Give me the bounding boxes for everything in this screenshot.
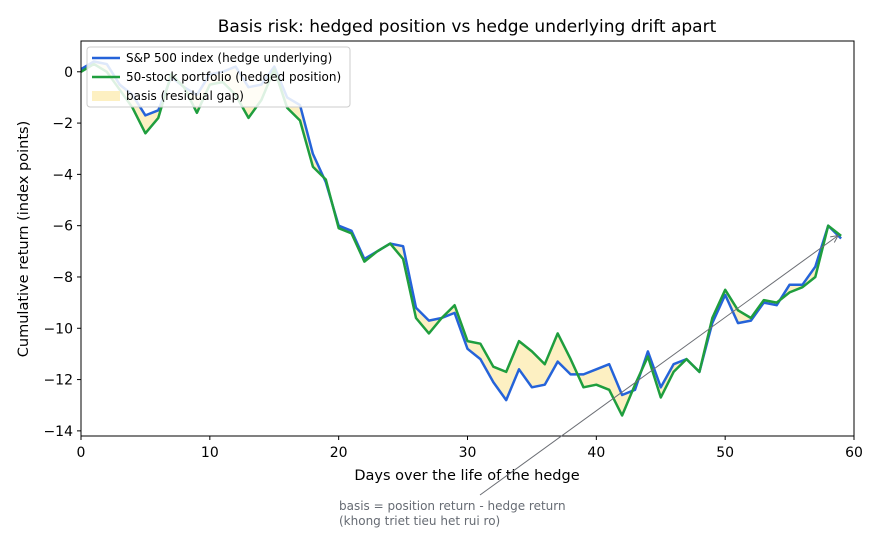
annotation-line-2: (khong triet tieu het rui ro)	[339, 514, 500, 528]
y-tick-label: −8	[52, 270, 73, 286]
basis-fill-area	[81, 61, 842, 416]
y-axis: 0 −2 −4 −6 −8 −10 −12 −14	[43, 65, 81, 440]
y-tick-label: 0	[64, 65, 73, 81]
legend-label-portfolio: 50-stock portfolio (hedged position)	[126, 70, 341, 84]
legend-label-basis: basis (residual gap)	[126, 89, 244, 103]
x-axis: 0 10 20 30 40 50 60	[77, 436, 863, 461]
legend-box	[86, 46, 351, 108]
series-lines	[80, 60, 842, 417]
basis-annotation: basis = position return - hedge return (…	[339, 234, 840, 528]
x-tick-label: 30	[459, 445, 477, 461]
y-tick-label: −6	[52, 219, 73, 235]
y-tick-label: −2	[52, 116, 73, 132]
y-tick-label: −10	[43, 321, 73, 337]
x-axis-label: Days over the life of the hedge	[354, 468, 579, 484]
series-line-portfolio	[80, 62, 842, 417]
x-tick-label: 60	[845, 445, 863, 461]
legend-label-sp500: S&P 500 index (hedge underlying)	[126, 51, 332, 65]
y-tick-label: −4	[52, 167, 73, 183]
y-tick-label: −12	[43, 373, 73, 389]
y-tick-label: −14	[43, 424, 73, 440]
legend: S&P 500 index (hedge underlying) 50-stoc…	[86, 46, 351, 108]
legend-swatch-basis	[92, 91, 120, 101]
annotation-line-1: basis = position return - hedge return	[339, 499, 566, 513]
x-tick-label: 10	[201, 445, 219, 461]
series-line-sp500	[80, 60, 842, 402]
y-axis-label: Cumulative return (index points)	[16, 121, 32, 357]
chart-title: Basis risk: hedged position vs hedge und…	[218, 17, 717, 37]
x-tick-label: 20	[330, 445, 348, 461]
x-tick-label: 40	[587, 445, 605, 461]
annotation-arrow-head-icon	[830, 234, 840, 243]
x-tick-label: 50	[716, 445, 734, 461]
annotation-arrow	[479, 235, 839, 496]
x-tick-label: 0	[77, 445, 86, 461]
